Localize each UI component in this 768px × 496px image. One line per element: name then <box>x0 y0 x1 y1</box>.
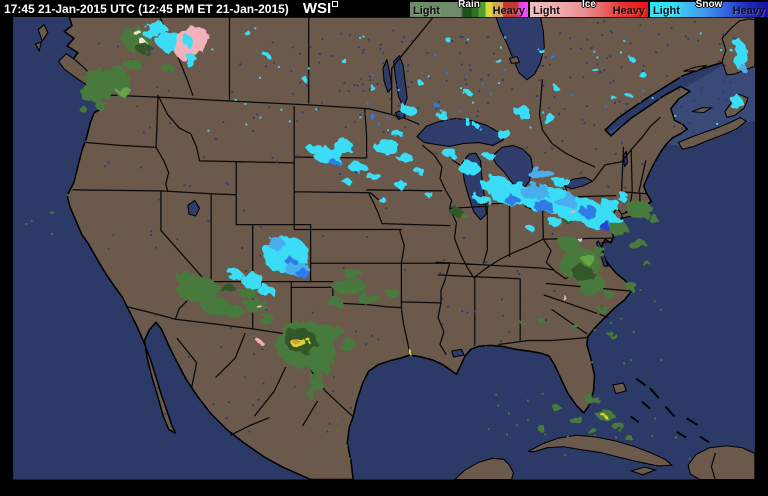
legend-ice-title: Ice <box>582 0 596 10</box>
akimiski-island <box>508 55 520 64</box>
haida-gwaii <box>34 23 49 53</box>
legend-ice-heavy-label: Heavy <box>612 5 645 17</box>
legend-rain-light-label: Light <box>413 5 440 17</box>
legend-rain-bar: Light Rain Heavy <box>410 0 528 17</box>
radar-ice-layer <box>174 27 582 344</box>
header-bar: 17:45 21-Jan-2015 UTC (12:45 PM ET 21-Ja… <box>0 0 768 17</box>
cuba <box>527 434 674 467</box>
radar-precipitation <box>78 21 748 440</box>
legend-ice-light-label: Light <box>533 5 560 17</box>
nova-scotia <box>677 116 748 150</box>
trademark-icon <box>332 1 339 7</box>
legend-ice-bar: Light Ice Heavy <box>530 0 648 17</box>
andros-island <box>612 382 628 395</box>
anticosti-island <box>683 64 707 72</box>
lake-pontchartrain <box>451 348 465 358</box>
prince-edward-island <box>691 107 714 114</box>
legend-snow-bar: Light Snow Heavy <box>650 0 768 17</box>
yucatan <box>453 457 514 481</box>
radar-map <box>13 17 756 481</box>
legend-snow-title: Snow <box>695 0 723 10</box>
wsi-logo-text: WSI <box>302 0 332 17</box>
legend-rain-heavy-label: Heavy <box>492 5 525 17</box>
lake-superior <box>416 117 505 147</box>
timestamp: 17:45 21-Jan-2015 UTC (12:45 PM ET 21-Ja… <box>4 1 289 16</box>
great-salt-lake <box>187 199 201 217</box>
legend-rain-title: Rain <box>458 0 480 10</box>
legend-snow-light-label: Light <box>653 5 680 17</box>
wsi-logo: WSI <box>302 0 339 17</box>
bahamas-islands <box>630 378 710 443</box>
legend-snow-heavy-label: Heavy <box>732 5 765 17</box>
james-bay <box>495 17 545 81</box>
hispaniola <box>687 445 756 481</box>
lakes <box>187 17 628 358</box>
precip-legend: Light Rain Heavy Light Ice Heavy Light S… <box>408 0 768 17</box>
jamaica <box>629 466 658 476</box>
radar-snow-layer <box>131 21 748 296</box>
lake-ontario <box>561 176 594 190</box>
